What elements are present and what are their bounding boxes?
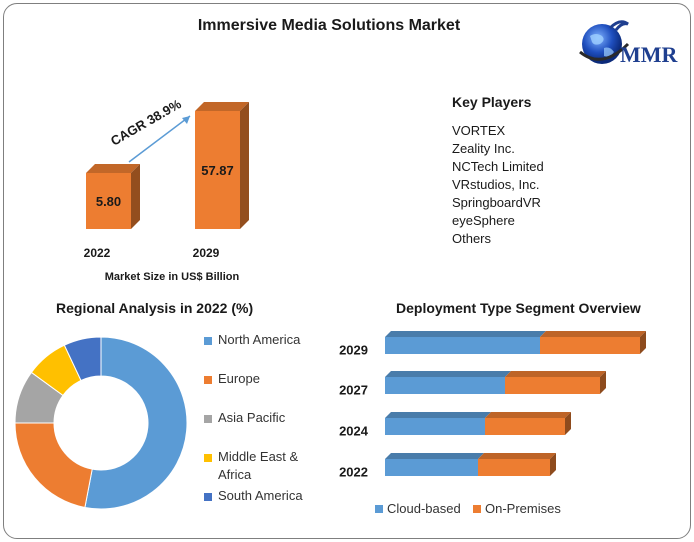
regional-analysis-title: Regional Analysis in 2022 (%) [56, 300, 254, 316]
key-player-item: Others [452, 231, 492, 246]
deployment-bar-on-premises-2022 [478, 453, 556, 476]
deployment-bar-on-premises-2027 [505, 371, 606, 394]
market-category-2022: 2022 [84, 246, 111, 260]
legend-south-america: South America [218, 488, 303, 503]
market-value-label: 5.80 [96, 194, 121, 209]
deployment-title: Deployment Type Segment Overview [396, 300, 641, 316]
globe-icon [579, 20, 630, 64]
deployment-category-2027: 2027 [339, 383, 368, 398]
market-bar-2022 [86, 164, 140, 229]
legend-swatch-cloud-based [375, 505, 383, 513]
mmr-logo: MMR [576, 14, 686, 74]
regional-donut-chart [14, 336, 188, 510]
legend-swatch-europe [204, 376, 212, 384]
legend-swatch-south-america [204, 493, 212, 501]
market-value-label: 57.87 [201, 163, 234, 178]
deployment-bar-chart: 2029 2027 2024 2022 Cloud-based On-Premises [339, 331, 646, 516]
legend-swatch-middle-east-africa [204, 454, 212, 462]
legend-swatch-asia-pacific [204, 415, 212, 423]
legend-europe: Europe [218, 371, 260, 386]
deployment-bar-on-premises-2029 [540, 331, 646, 354]
donut-slice-north-america [84, 336, 188, 510]
market-category-2029: 2029 [193, 246, 220, 260]
page-title: Immersive Media Solutions Market [197, 17, 461, 34]
market-size-xlabel: Market Size in US$ Billion [105, 271, 240, 283]
deployment-category-2029: 2029 [339, 343, 368, 358]
legend-asia-pacific: Asia Pacific [218, 410, 286, 425]
cagr-arrow [128, 115, 191, 163]
key-players-title: Key Players [452, 94, 532, 110]
key-player-item: VRstudios, Inc. [452, 177, 540, 192]
donut-slice-south-america [63, 336, 102, 382]
deployment-bar-cloud-based-2027 [385, 371, 511, 394]
legend-middle-east-africa: Middle East & Africa [218, 449, 299, 482]
deployment-bar-on-premises-2024 [485, 412, 571, 435]
key-player-item: eyeSphere [452, 213, 515, 228]
infographic-frame: Immersive Media Solutions Market MMR 5.8… [3, 3, 691, 539]
cagr-annotation: CAGR 38.9% [108, 96, 184, 149]
regional-legend: North America Europe Asia Pacific Middle… [200, 330, 330, 520]
deployment-bar-cloud-based-2022 [385, 453, 484, 476]
deployment-category-2022: 2022 [339, 465, 368, 480]
deployment-bar-cloud-based-2024 [385, 412, 491, 435]
donut-slice-europe [14, 422, 93, 509]
key-player-item: VORTEX [452, 123, 506, 138]
market-size-chart: 5.80 57.87 CAGR 38.9% 2022 2029 Market Si… [84, 96, 249, 283]
cagr-arrow-head [182, 116, 190, 124]
legend-north-america: North America [218, 332, 301, 347]
legend-on-premises: On-Premises [485, 501, 561, 516]
deployment-bar-cloud-based-2029 [385, 331, 546, 354]
key-player-item: Zeality Inc. [452, 141, 515, 156]
key-players-list: VORTEX Zeality Inc. NCTech Limited VRstu… [452, 122, 544, 248]
legend-swatch-on-premises [473, 505, 481, 513]
legend-cloud-based: Cloud-based [387, 501, 461, 516]
market-bar-2029 [195, 102, 249, 229]
key-player-item: NCTech Limited [452, 159, 544, 174]
legend-swatch-north-america [204, 337, 212, 345]
logo-text: MMR [620, 42, 678, 67]
deployment-category-2024: 2024 [339, 424, 369, 439]
key-player-item: SpringboardVR [452, 195, 541, 210]
